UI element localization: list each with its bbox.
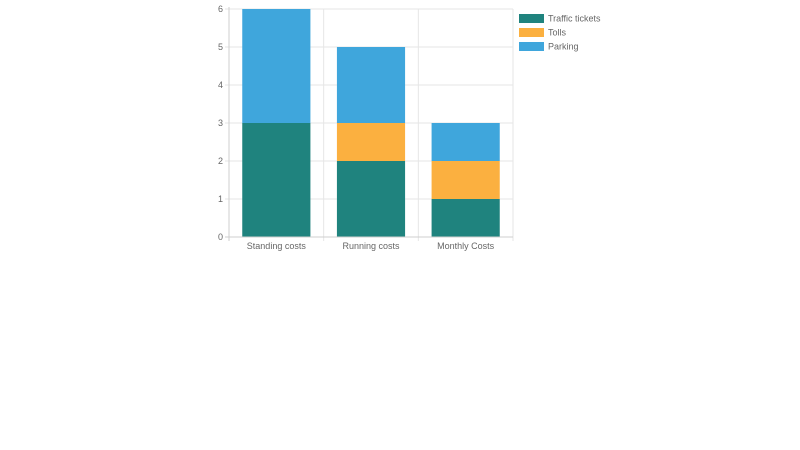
bar-tolls[interactable] [336, 123, 406, 161]
y-tick-label: 4 [218, 80, 223, 90]
legend[interactable]: Traffic tickets Tolls Parking [519, 14, 601, 52]
y-tick-labels: 0 1 2 3 4 5 6 [218, 4, 223, 242]
legend-label: Parking [548, 42, 579, 52]
legend-swatch [519, 14, 544, 23]
legend-item-parking[interactable]: Parking [519, 42, 579, 52]
legend-swatch [519, 28, 544, 37]
legend-label: Traffic tickets [548, 14, 601, 24]
x-category-label: Running costs [342, 241, 400, 251]
bar-tolls[interactable] [431, 161, 500, 199]
legend-label: Tolls [548, 28, 567, 38]
bar-parking[interactable] [336, 47, 406, 123]
axes [225, 7, 513, 241]
x-category-labels: Standing costs Running costs Monthly Costs [247, 241, 495, 251]
bar-traffic-tickets[interactable] [336, 161, 406, 237]
bar-parking[interactable] [431, 123, 500, 161]
y-tick-label: 5 [218, 42, 223, 52]
bars [242, 9, 500, 237]
x-category-label: Standing costs [247, 241, 307, 251]
legend-item-tolls[interactable]: Tolls [519, 28, 567, 38]
y-tick-label: 1 [218, 194, 223, 204]
x-category-label: Monthly Costs [437, 241, 495, 251]
y-tick-label: 2 [218, 156, 223, 166]
bar-traffic-tickets[interactable] [242, 123, 311, 237]
legend-swatch [519, 42, 544, 51]
y-tick-label: 6 [218, 4, 223, 14]
y-tick-label: 3 [218, 118, 223, 128]
bar-parking[interactable] [242, 9, 311, 123]
legend-item-traffic-tickets[interactable]: Traffic tickets [519, 14, 601, 24]
y-tick-label: 0 [218, 232, 223, 242]
bar-traffic-tickets[interactable] [431, 199, 500, 237]
